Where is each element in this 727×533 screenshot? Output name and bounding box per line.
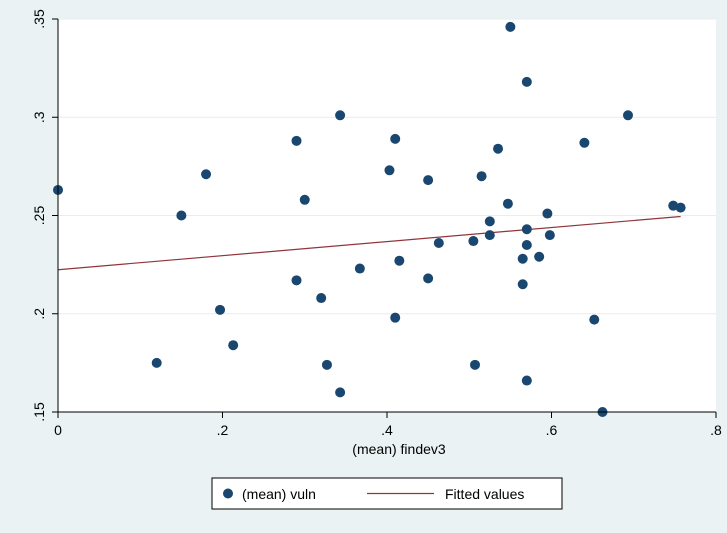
data-point [201,169,212,180]
data-point [321,359,332,370]
data-point [176,210,187,221]
data-point [228,340,239,351]
data-point [534,251,545,262]
y-tick-label: .25 [31,206,47,226]
legend: (mean) vuln Fitted values [211,477,563,510]
legend-label-fitted: Fitted values [445,486,524,502]
legend-label-points: (mean) vuln [242,486,316,502]
data-point [589,314,600,325]
data-point [390,312,401,323]
data-point [151,357,162,368]
x-tick-label: .6 [546,422,558,438]
data-point [521,239,532,250]
data-point [493,143,504,154]
data-point [517,279,528,290]
data-point [468,236,479,247]
axes: .15 .2 .25 .3 .35 0 .2 .4 .6 .8 [31,9,722,438]
data-point [502,198,513,209]
y-tick-label: .15 [31,402,47,422]
data-point [476,171,487,182]
data-point [423,175,434,186]
data-point [579,137,590,148]
y-tick-label: .2 [31,308,47,320]
x-tick-label: .2 [217,422,229,438]
data-point [517,253,528,264]
x-tick-label: .8 [710,422,722,438]
fitted-line [57,215,681,271]
data-point [316,293,327,304]
data-point [335,110,346,121]
data-point [291,135,302,146]
data-point [423,273,434,284]
x-tick-label: 0 [54,422,62,438]
data-point [335,387,346,398]
data-point [521,375,532,386]
data-point [521,76,532,87]
data-point [505,21,516,32]
fitted-line-layer [57,215,681,271]
data-point [433,238,444,249]
y-tick-label: .35 [31,9,47,29]
data-point [484,230,495,241]
data-point [215,304,226,315]
scatter-points [53,21,686,417]
data-point [544,230,555,241]
x-axis-title: (mean) findev3 [352,441,446,457]
y-tick-label: .3 [31,111,47,123]
legend-marker-points [223,488,233,499]
data-point [354,263,365,274]
data-point [622,110,633,121]
data-point [291,275,302,286]
data-point [521,224,532,235]
data-point [675,202,686,213]
data-point [390,133,401,144]
data-point [394,255,405,266]
data-point [384,165,395,176]
data-point [470,359,481,370]
data-point [542,208,553,219]
data-point [299,194,310,205]
x-tick-label: .4 [381,422,393,438]
data-point [484,216,495,227]
